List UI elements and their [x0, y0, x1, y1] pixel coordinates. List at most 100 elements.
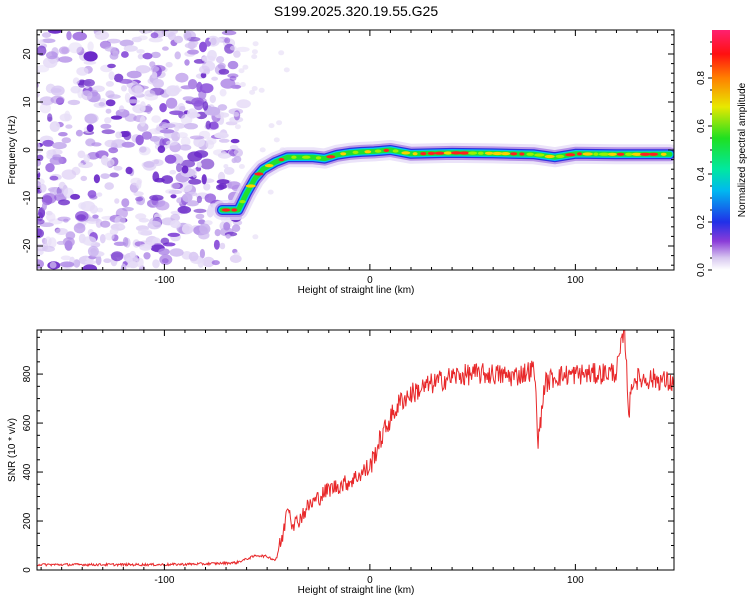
- noise-blob: [170, 213, 181, 222]
- noise-blob: [200, 158, 215, 170]
- noise-blob: [37, 167, 38, 174]
- noise-blob: [108, 71, 115, 80]
- ridge-hotspot: [434, 151, 445, 155]
- noise-blob: [76, 67, 89, 76]
- noise-blob: [58, 46, 70, 55]
- noise-blob: [37, 228, 44, 239]
- noise-blob: [224, 37, 231, 44]
- noise-blob: [37, 37, 40, 46]
- noise-blob: [205, 140, 215, 150]
- noise-blob: [149, 65, 160, 73]
- noise-blob: [67, 99, 81, 106]
- noise-blob: [152, 259, 160, 269]
- noise-blob: [107, 63, 116, 69]
- noise-blob: [39, 103, 51, 114]
- ridge-hotspot: [484, 151, 494, 155]
- noise-blob: [169, 110, 184, 116]
- noise-blob: [41, 202, 47, 211]
- x-tick-label: 100: [567, 575, 584, 586]
- ridge-hotspot: [500, 152, 511, 156]
- noise-blob: [187, 108, 198, 119]
- noise-blob: [186, 200, 199, 207]
- noise-blob: [54, 193, 67, 202]
- noise-blob: [153, 159, 160, 165]
- noise-blob: [202, 101, 209, 111]
- x-tick-label: 0: [367, 275, 373, 286]
- noise-blob: [121, 141, 135, 148]
- noise-blob: [159, 103, 167, 113]
- noise-blob: [99, 234, 106, 244]
- y-tick-label: 200: [22, 512, 33, 529]
- noise-blob: [233, 251, 240, 257]
- noise-blob: [61, 137, 71, 144]
- noise-blob: [72, 77, 80, 85]
- noise-blob: [52, 142, 67, 150]
- x-tick-label: -100: [154, 575, 174, 586]
- noise-blob: [110, 115, 123, 120]
- noise-blob: [211, 260, 220, 266]
- noise-blob: [83, 60, 97, 65]
- noise-blob: [175, 72, 189, 83]
- noise-blob: [217, 62, 226, 70]
- noise-blob: [239, 82, 246, 87]
- noise-blob: [148, 37, 163, 43]
- noise-blob: [128, 261, 139, 269]
- noise-blob: [165, 97, 178, 109]
- noise-blob: [104, 232, 115, 241]
- ridge-hotspot: [510, 152, 518, 156]
- ridge-hotspot: [616, 152, 625, 156]
- ridge-hotspot: [565, 153, 576, 157]
- noise-blob: [45, 210, 53, 216]
- colorbar-tick-label: 0.2: [696, 215, 707, 229]
- noise-blob: [70, 193, 81, 200]
- noise-blob: [37, 81, 38, 86]
- ridge-hotspot: [401, 151, 411, 155]
- ridge-hotspot: [315, 156, 322, 160]
- noise-blob: [155, 200, 170, 211]
- noise-blob: [137, 35, 148, 41]
- noise-blob: [170, 220, 181, 229]
- noise-blob: [137, 229, 153, 236]
- ridge-hotspot: [477, 151, 484, 155]
- noise-blob: [229, 145, 239, 150]
- noise-blob: [49, 175, 59, 181]
- x-tick-label: 100: [567, 275, 584, 286]
- snr-series-line: [37, 330, 674, 568]
- noise-blob: [169, 169, 177, 175]
- top-y-axis-label: Frequency (Hz): [7, 116, 18, 185]
- ridge-hotspot: [544, 154, 555, 159]
- ridge-hotspot: [392, 149, 399, 153]
- noise-blob: [47, 113, 53, 122]
- ridge-hotspot: [291, 155, 297, 159]
- noise-blob: [118, 224, 125, 229]
- x-tick-label: -100: [154, 275, 174, 286]
- noise-blob: [94, 30, 110, 40]
- noise-blob: [184, 42, 197, 49]
- noise-blob: [49, 121, 60, 132]
- noise-blob: [123, 130, 132, 141]
- noise-blob: [133, 191, 144, 197]
- ridge-hotspot: [598, 152, 610, 156]
- noise-blob: [200, 72, 207, 79]
- noise-blob: [60, 255, 72, 261]
- noise-blob: [39, 96, 54, 106]
- noise-blob: [176, 163, 182, 173]
- noise-blob: [141, 131, 152, 140]
- ridge-hotspot: [364, 150, 372, 154]
- noise-blob: [223, 167, 235, 175]
- noise-blob: [59, 261, 75, 268]
- ridge-hotspot: [427, 151, 436, 155]
- x-tick-label: 0: [367, 575, 373, 586]
- noise-blob: [229, 75, 237, 82]
- noise-blob: [104, 46, 117, 52]
- noise-blob: [37, 142, 41, 151]
- noise-blob: [135, 65, 151, 74]
- bottom-axis-ticks: -100 0 100 0 200 400 600 800: [22, 330, 674, 586]
- noise-blob: [96, 192, 103, 197]
- ridge-hotspot: [577, 152, 582, 156]
- noise-blob: [273, 137, 280, 143]
- noise-blob: [177, 132, 188, 139]
- noise-blob: [46, 149, 54, 157]
- noise-blob: [136, 49, 145, 54]
